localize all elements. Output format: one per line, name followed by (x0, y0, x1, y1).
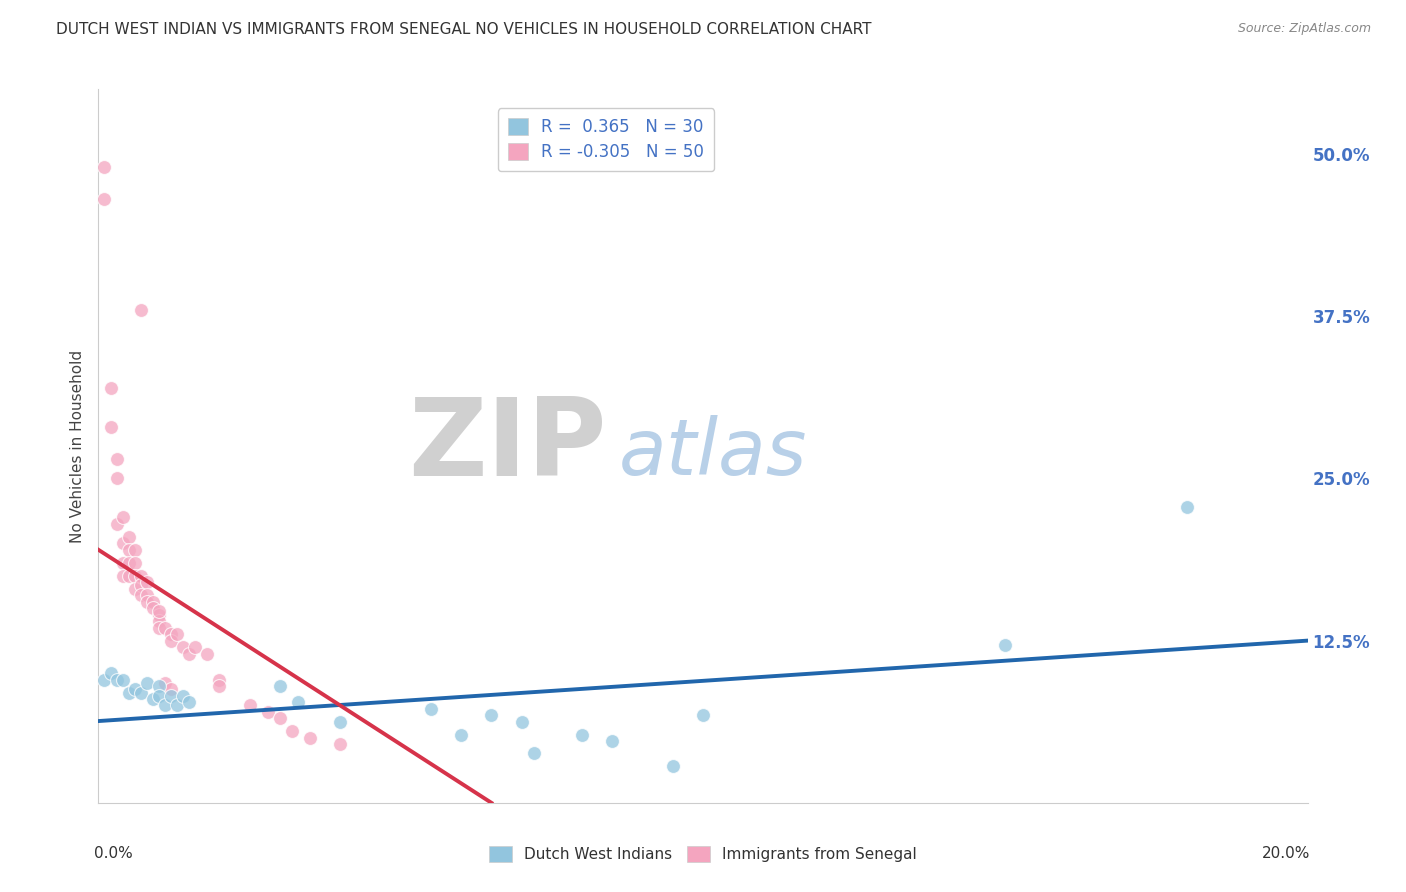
Point (124, 542, 146, 557)
Point (287, 695, 309, 709)
Point (481, 707, 503, 722)
Point (129, 302, 152, 317)
Point (142, 692, 165, 706)
Point (153, 698, 176, 713)
Point (692, 707, 714, 722)
Point (148, 614, 170, 628)
Point (184, 640, 207, 654)
Point (160, 690, 183, 704)
Point (994, 638, 1017, 652)
Point (111, 510, 134, 524)
Point (510, 715, 533, 730)
Point (118, 568, 141, 582)
Point (111, 568, 134, 582)
Point (111, 673, 134, 687)
Point (420, 702, 443, 716)
Point (93, 193, 115, 207)
Point (105, 471, 128, 485)
Point (100, 666, 122, 681)
Point (153, 621, 176, 635)
Point (148, 621, 170, 635)
Point (124, 582, 146, 596)
Point (93, 673, 115, 687)
Text: 20.0%: 20.0% (1263, 847, 1310, 861)
Point (256, 705, 278, 719)
Point (135, 676, 157, 690)
Text: atlas: atlas (619, 415, 807, 491)
Point (602, 733, 624, 747)
Text: 0.0%: 0.0% (94, 847, 134, 861)
Legend: R =  0.365   N = 30, R = -0.305   N = 50: R = 0.365 N = 30, R = -0.305 N = 50 (498, 108, 714, 171)
Point (105, 673, 128, 687)
Point (93, 160, 115, 174)
Point (118, 685, 141, 699)
Text: Source: ZipAtlas.com: Source: ZipAtlas.com (1237, 22, 1371, 36)
Point (124, 556, 146, 570)
Point (172, 690, 194, 704)
Point (160, 627, 183, 641)
Y-axis label: No Vehicles in Household: No Vehicles in Household (69, 350, 84, 542)
Point (329, 715, 352, 730)
Text: ZIP: ZIP (408, 393, 606, 499)
Point (299, 731, 322, 745)
Point (124, 568, 146, 582)
Point (135, 575, 157, 590)
Point (571, 728, 593, 742)
Point (148, 679, 170, 693)
Point (148, 607, 170, 622)
Point (129, 685, 152, 699)
Point (166, 698, 188, 713)
Point (195, 647, 218, 661)
Point (111, 556, 134, 570)
Point (105, 452, 128, 467)
Point (166, 627, 188, 641)
Point (129, 578, 152, 592)
Point (148, 690, 170, 704)
Point (129, 568, 152, 582)
Point (100, 419, 122, 434)
Point (135, 595, 157, 609)
Point (153, 676, 176, 690)
Point (661, 759, 683, 773)
Point (100, 381, 122, 395)
Point (208, 679, 231, 693)
Point (239, 698, 262, 713)
Point (105, 516, 128, 531)
Point (118, 530, 141, 544)
Point (1175, 500, 1198, 514)
Point (129, 588, 152, 602)
Point (135, 588, 157, 602)
Point (523, 747, 546, 761)
Point (160, 681, 183, 696)
Point (269, 711, 291, 725)
Point (172, 640, 194, 654)
Point (111, 536, 134, 550)
Point (160, 633, 183, 648)
Point (118, 556, 141, 570)
Point (450, 728, 472, 742)
Text: DUTCH WEST INDIAN VS IMMIGRANTS FROM SENEGAL NO VEHICLES IN HOUSEHOLD CORRELATIO: DUTCH WEST INDIAN VS IMMIGRANTS FROM SEN… (56, 22, 872, 37)
Point (124, 681, 146, 696)
Point (179, 647, 201, 661)
Point (142, 601, 165, 615)
Point (208, 673, 231, 687)
Point (329, 738, 352, 752)
Point (118, 542, 141, 557)
Legend: Dutch West Indians, Immigrants from Senegal: Dutch West Indians, Immigrants from Sene… (482, 840, 924, 868)
Point (179, 695, 201, 709)
Point (269, 679, 291, 693)
Point (281, 724, 304, 739)
Point (148, 604, 170, 618)
Point (142, 595, 165, 609)
